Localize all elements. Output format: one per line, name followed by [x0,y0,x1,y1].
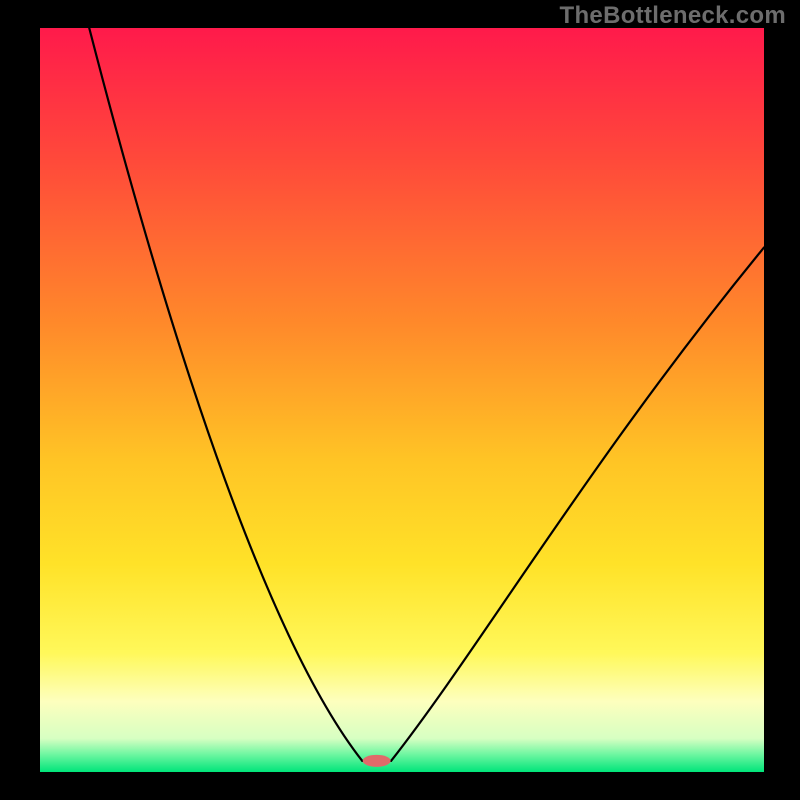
watermark-text: TheBottleneck.com [560,2,786,30]
apex-marker [363,755,391,767]
chart-svg [0,0,800,800]
chart-container: TheBottleneck.com [0,0,800,800]
chart-background [40,28,764,772]
